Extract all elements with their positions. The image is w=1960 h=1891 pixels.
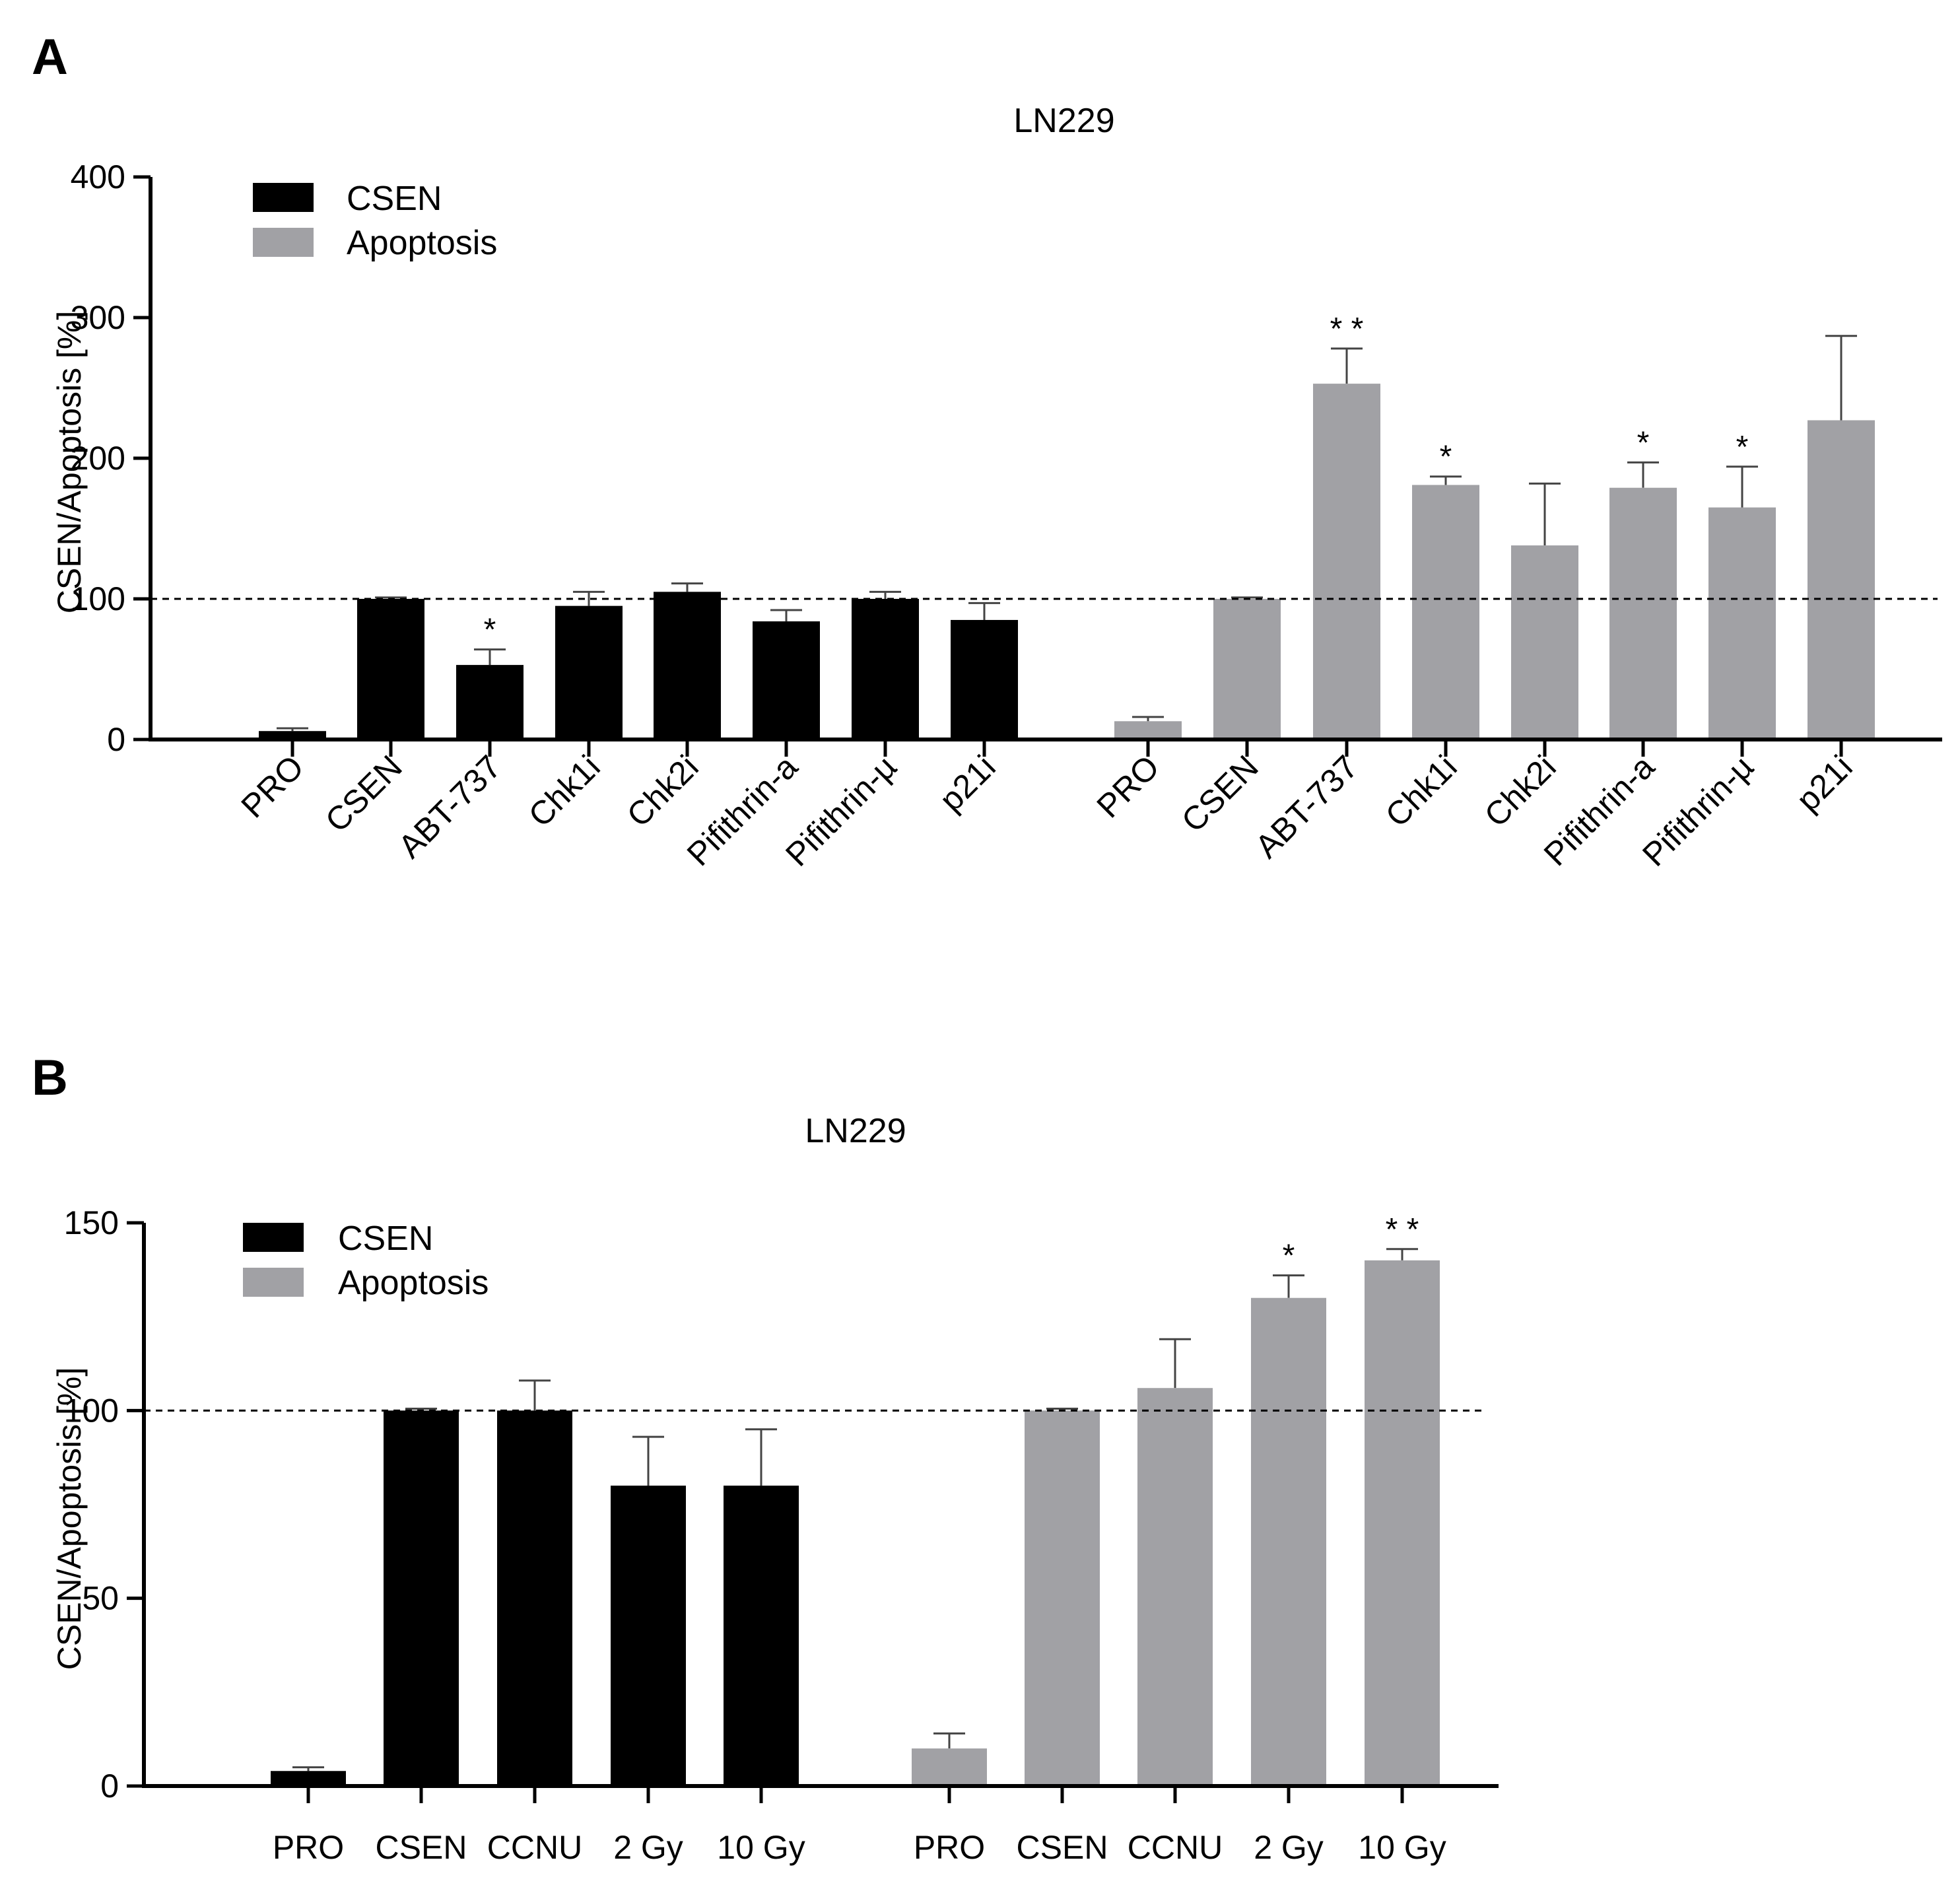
bar-apoptosis-10-gy bbox=[1365, 1260, 1440, 1786]
y-tick-label: 100 bbox=[71, 580, 125, 617]
x-label-apoptosis-10-gy: 10 Gy bbox=[1358, 1829, 1446, 1866]
legend-label-csen: CSEN bbox=[338, 1220, 433, 1258]
bar-csen-csen bbox=[384, 1410, 459, 1786]
significance-apoptosis-abt-737: * * bbox=[1330, 312, 1364, 347]
panel-a-title: LN229 bbox=[1013, 102, 1114, 140]
legend-swatch-csen bbox=[253, 183, 314, 212]
bar-csen-10-gy bbox=[724, 1486, 799, 1786]
y-tick-label: 400 bbox=[71, 158, 125, 195]
x-label-apoptosis-csen: CSEN bbox=[1017, 1829, 1108, 1866]
bar-csen-pifithrin bbox=[852, 599, 919, 739]
bar-csen-chk1i bbox=[555, 605, 623, 739]
legend-label-apoptosis: Apoptosis bbox=[347, 224, 497, 262]
panel-b: B LN229 CSEN/Apoptosis [%] 0 50 100 150 PRO C… bbox=[32, 1050, 1499, 1866]
legend-swatch-apoptosis bbox=[243, 1268, 304, 1297]
x-label-apoptosis-pro: PRO bbox=[914, 1829, 985, 1866]
significance-apoptosis-10-gy: * * bbox=[1386, 1212, 1419, 1247]
bar-csen-ccnu bbox=[497, 1410, 572, 1786]
y-tick-label: 200 bbox=[71, 440, 125, 477]
bar-apoptosis-pifithrin bbox=[1708, 507, 1776, 739]
y-tick-label: 150 bbox=[64, 1204, 119, 1241]
panel-b-y-axis-label: CSEN/Apoptosis [%] bbox=[51, 1367, 88, 1670]
panel-a-letter: A bbox=[32, 29, 68, 85]
bar-csen-p21i bbox=[951, 619, 1018, 739]
y-tick-label: 300 bbox=[71, 299, 125, 336]
y-tick-label: 50 bbox=[82, 1580, 119, 1617]
x-label-apoptosis-2-gy: 2 Gy bbox=[1254, 1829, 1324, 1866]
bar-csen-pifithrin-a bbox=[753, 621, 820, 739]
x-label-apoptosis-ccnu: CCNU bbox=[1128, 1829, 1223, 1866]
bar-csen-pro bbox=[271, 1771, 346, 1786]
significance-apoptosis-2-gy: * bbox=[1283, 1239, 1295, 1274]
significance-apoptosis-pifithrin: * bbox=[1736, 430, 1749, 465]
panel-a-y-axis-label: CSEN/Apoptosis [%] bbox=[51, 311, 88, 614]
x-label-csen-ccnu: CCNU bbox=[487, 1829, 582, 1866]
legend-swatch-csen bbox=[243, 1223, 304, 1252]
bar-csen-abt-737 bbox=[456, 665, 524, 739]
bar-apoptosis-abt-737 bbox=[1313, 384, 1380, 739]
x-label-csen-2-gy: 2 Gy bbox=[613, 1829, 683, 1866]
bar-apoptosis-pro bbox=[1114, 721, 1182, 739]
panel-b-title: LN229 bbox=[805, 1112, 906, 1150]
y-tick-label: 0 bbox=[100, 1768, 119, 1805]
bar-apoptosis-ccnu bbox=[1137, 1388, 1213, 1786]
bar-csen-chk2i bbox=[654, 592, 721, 739]
bar-apoptosis-chk1i bbox=[1412, 485, 1479, 739]
bar-apoptosis-csen bbox=[1213, 599, 1281, 739]
x-label-csen-10-gy: 10 Gy bbox=[717, 1829, 805, 1866]
legend-label-apoptosis: Apoptosis bbox=[338, 1264, 489, 1302]
significance-apoptosis-chk1i: * bbox=[1440, 440, 1452, 475]
bar-apoptosis-p21i bbox=[1808, 420, 1875, 739]
bar-apoptosis-chk2i bbox=[1511, 545, 1578, 739]
significance-apoptosis-pifithrin-a: * bbox=[1637, 425, 1650, 460]
bar-apoptosis-2-gy bbox=[1251, 1297, 1326, 1786]
legend-label-csen: CSEN bbox=[347, 180, 442, 218]
y-tick-label: 0 bbox=[107, 721, 125, 758]
bar-csen-pro bbox=[259, 731, 326, 739]
x-label-csen-pro: PRO bbox=[273, 1829, 344, 1866]
bar-apoptosis-pro bbox=[912, 1748, 987, 1786]
x-label-csen-csen: CSEN bbox=[376, 1829, 467, 1866]
bar-csen-2-gy bbox=[611, 1486, 686, 1786]
significance-csen-abt-737: * bbox=[484, 613, 496, 648]
legend-swatch-apoptosis bbox=[253, 228, 314, 257]
panel-b-plot: 0 50 100 150 PRO CSEN CCNU 2 Gy 10 Gy PRO CSEN CCNU… bbox=[64, 1204, 1499, 1866]
bar-apoptosis-pifithrin-a bbox=[1609, 487, 1677, 739]
bar-csen-csen bbox=[357, 599, 424, 739]
panel-a-legend: CSEN Apoptosis bbox=[253, 180, 497, 262]
panel-b-letter: B bbox=[32, 1050, 68, 1106]
y-tick-label: 100 bbox=[64, 1392, 119, 1429]
panel-b-legend: CSEN Apoptosis bbox=[243, 1220, 489, 1302]
bar-apoptosis-csen bbox=[1025, 1410, 1100, 1786]
